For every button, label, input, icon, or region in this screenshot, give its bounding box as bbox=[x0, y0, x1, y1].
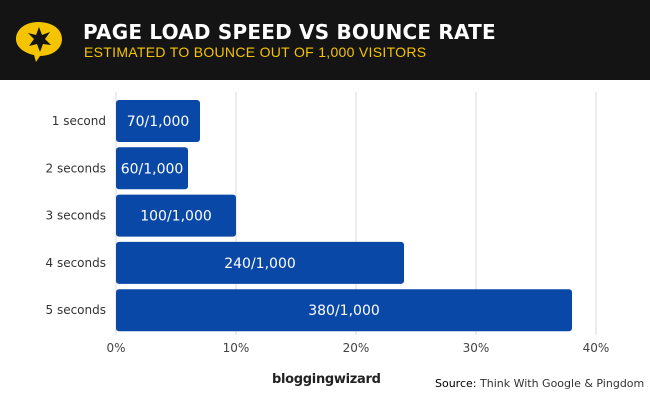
x-tick-label: 30% bbox=[463, 341, 490, 355]
y-tick-label: 2 seconds bbox=[46, 161, 107, 175]
bar bbox=[116, 194, 236, 237]
x-tick-label: 10% bbox=[223, 341, 250, 355]
bar bbox=[116, 241, 404, 284]
data-label: 60/1,000 bbox=[121, 161, 184, 177]
chart-title: PAGE LOAD SPEED VS BOUNCE RATE bbox=[83, 20, 496, 44]
bar-chart: 0% 10% 20% 30% 40% 1 second 70/1,000 2 seconds 6… bbox=[46, 92, 610, 355]
chart-subtitle: ESTIMATED TO BOUNCE OUT OF 1,000 VISITOR… bbox=[84, 44, 427, 60]
brand-logo: bloggingwizard bbox=[272, 372, 381, 387]
source-label: Source: bbox=[435, 377, 477, 390]
data-label: 100/1,000 bbox=[140, 209, 212, 225]
source-note: Source: Think With Google & Pingdom bbox=[435, 377, 644, 390]
bar bbox=[116, 289, 572, 332]
y-tick-label: 1 second bbox=[52, 114, 106, 128]
data-label: 240/1,000 bbox=[224, 256, 296, 272]
y-tick-label: 5 seconds bbox=[46, 303, 107, 317]
x-tick-label: 40% bbox=[583, 341, 610, 355]
y-tick-label: 3 seconds bbox=[46, 209, 107, 223]
source-text: Think With Google & Pingdom bbox=[480, 377, 645, 390]
data-label: 380/1,000 bbox=[308, 303, 380, 319]
y-tick-label: 4 seconds bbox=[46, 256, 107, 270]
bar bbox=[116, 147, 188, 190]
star-speech-bubble-icon bbox=[16, 22, 62, 62]
x-tick-label: 20% bbox=[343, 341, 370, 355]
x-tick-label: 0% bbox=[106, 341, 125, 355]
bar bbox=[116, 100, 200, 142]
data-label: 70/1,000 bbox=[127, 114, 190, 130]
header: PAGE LOAD SPEED VS BOUNCE RATE ESTIMATED… bbox=[0, 0, 650, 80]
